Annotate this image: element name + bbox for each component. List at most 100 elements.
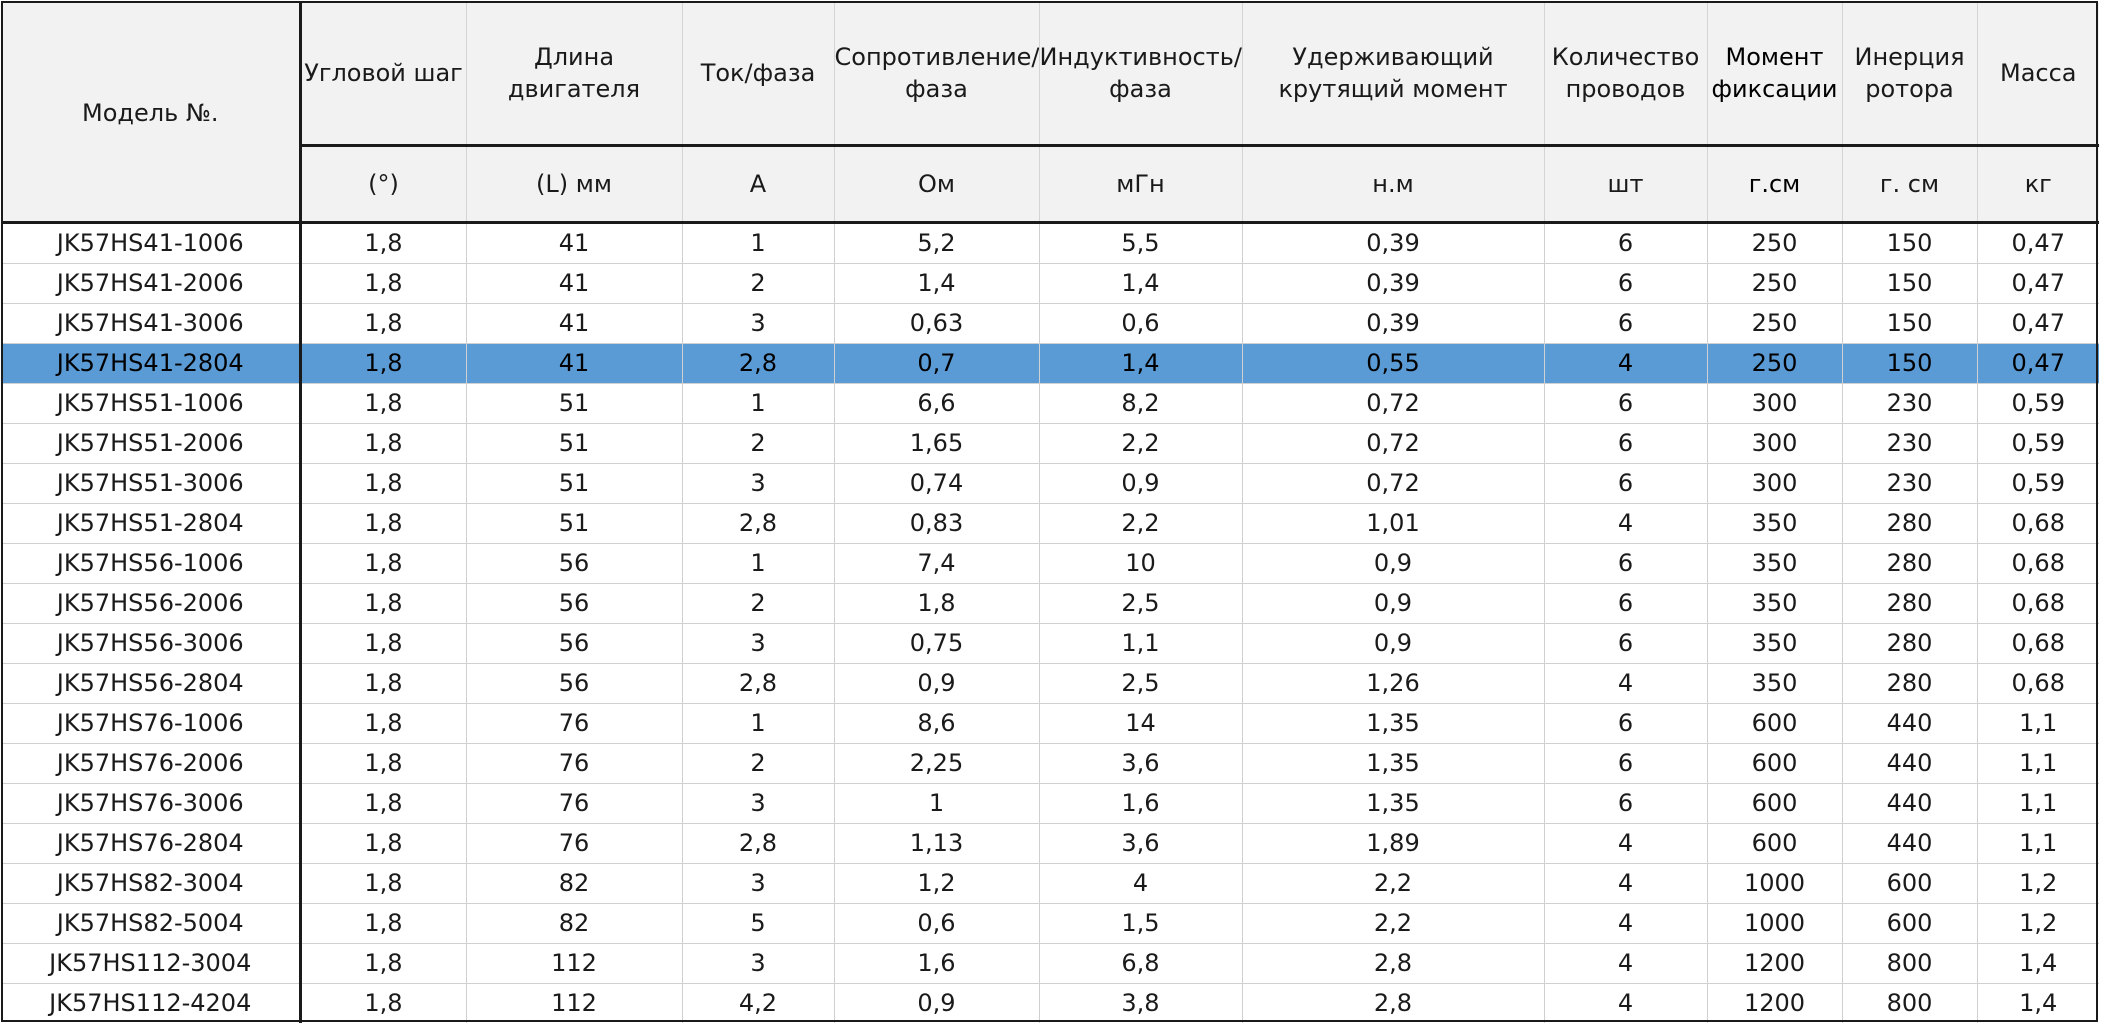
cell-resistance: 1,2 [834,863,1040,904]
cell-mass: 0,59 [1977,463,2099,504]
table-row: JK57HS82-3004 1,8 82 3 1,2 4 2,2 4 1000 600 1,2 [2,863,2099,904]
cell-detent-torque: 250 [1707,303,1843,344]
cell-model: JK57HS41-3006 [2,303,302,344]
cell-rotor-inertia: 280 [1842,503,1978,544]
cell-step-angle: 1,8 [300,503,467,544]
cell-current: 3 [682,863,835,904]
cell-current: 1 [682,703,835,744]
cell-detent-torque: 1000 [1707,863,1843,904]
cell-model: JK57HS112-4204 [2,983,302,1023]
cell-model: JK57HS56-1006 [2,543,302,584]
column-header-resistance: Сопротивление/ фаза [834,2,1040,147]
cell-resistance: 0,83 [834,503,1040,544]
cell-detent-torque: 300 [1707,463,1843,504]
table-body: JK57HS41-1006 1,8 41 1 5,2 5,5 0,39 6 250 150 0,47… [2,222,2099,1023]
cell-detent-torque: 1200 [1707,943,1843,984]
cell-step-angle: 1,8 [300,663,467,704]
cell-model: JK57HS56-2804 [2,663,302,704]
cell-mass: 1,1 [1977,743,2099,784]
cell-motor-length: 51 [466,503,683,544]
column-header-model: Модель №. [2,2,302,224]
cell-holding-torque: 1,35 [1242,743,1545,784]
cell-model: JK57HS82-5004 [2,903,302,944]
cell-resistance: 0,9 [834,663,1040,704]
cell-inductance: 2,2 [1039,423,1243,464]
cell-motor-length: 112 [466,943,683,984]
cell-step-angle: 1,8 [300,543,467,584]
cell-step-angle: 1,8 [300,263,467,304]
cell-inductance: 3,6 [1039,823,1243,864]
cell-mass: 1,4 [2019,989,2058,1017]
cell-current: 1 [682,222,835,264]
cell-rotor-inertia: 440 [1842,783,1978,824]
table-row-selected: JK57HS41-2804 1,8 41 2,8 0,7 1,4 0,55 4 250 150 0,… [2,343,2099,384]
cell-step-angle: 1,8 [300,903,467,944]
cell-resistance: 0,74 [834,463,1040,504]
cell-step-angle: 1,8 [300,343,467,384]
cell-rotor-inertia: 600 [1842,863,1978,904]
cell-model: JK57HS51-2804 [2,503,302,544]
cell-model: JK57HS76-2006 [2,743,302,784]
cell-resistance: 0,6 [834,903,1040,944]
cell-detent-torque: 350 [1707,503,1843,544]
cell-step-angle: 1,8 [300,863,467,904]
cell-holding-torque: 0,39 [1242,303,1545,344]
cell-mass: 0,68 [1977,583,2099,624]
cell-model: JK57HS51-2006 [2,423,302,464]
cell-motor-length: 76 [466,823,683,864]
cell-mass: 1,4 [1977,943,2099,984]
unit-motor-length: (L) мм [466,145,683,224]
cell-step-angle: 1,8 [300,463,467,504]
cell-holding-torque: 0,9 [1242,543,1545,584]
cell-mass: 1,1 [1977,823,2099,864]
cell-detent-torque: 300 [1707,423,1843,464]
cell-motor-length: 56 [466,623,683,664]
cell-mass: 1,1 [1977,783,2099,824]
cell-holding-torque: 1,35 [1242,783,1545,824]
cell-detent-torque: 600 [1707,703,1843,744]
cell-motor-length: 112 [466,983,683,1023]
cell-current: 5 [682,903,835,944]
table-row: JK57HS82-5004 1,8 82 5 0,6 1,5 2,2 4 1000 600 1,2 [2,903,2099,944]
cell-current: 2 [682,263,835,304]
table-row: JK57HS56-2804 1,8 56 2,8 0,9 2,5 1,26 4 350 280 0,… [2,663,2099,704]
cell-inductance: 14 [1039,703,1243,744]
cell-step-angle: 1,8 [300,743,467,784]
cell-rotor-inertia: 230 [1842,423,1978,464]
cell-holding-torque: 2,2 [1242,863,1545,904]
cell-detent-torque: 300 [1707,383,1843,424]
cell-motor-length: 56 [466,543,683,584]
cell-resistance: 0,7 [834,343,1040,384]
cell-lead-count: 6 [1544,303,1708,344]
cell-motor-length: 56 [466,663,683,704]
cell-inductance: 1,4 [1039,343,1243,384]
cell-inductance: 2,5 [1039,663,1243,704]
cell-inductance: 1,5 [1039,903,1243,944]
cell-mass: 0,68 [1977,663,2099,704]
cell-model: JK57HS82-3004 [2,863,302,904]
cell-mass: 0,68 [1977,623,2099,664]
cell-step-angle: 1,8 [300,222,467,264]
cell-lead-count: 6 [1544,543,1708,584]
cell-rotor-inertia: 230 [1842,463,1978,504]
cell-inductance: 3,6 [1039,743,1243,784]
cell-current: 2 [682,423,835,464]
cell-inductance: 10 [1039,543,1243,584]
table-row: JK57HS51-3006 1,8 51 3 0,74 0,9 0,72 6 300 230 0,5… [2,463,2099,504]
column-header-lead-count: Количество проводов [1544,2,1708,147]
unit-step-angle: (°) [300,145,467,224]
cell-detent-torque: 600 [1707,743,1843,784]
column-header-detent-torque: Момент фиксации [1707,2,1843,147]
cell-resistance: 7,4 [834,543,1040,584]
cell-mass: 1,2 [1977,903,2099,944]
cell-holding-torque: 2,8 [1242,943,1545,984]
cell-step-angle: 1,8 [300,623,467,664]
cell-rotor-inertia: 150 [1842,303,1978,344]
column-header-rotor-inertia: Инерция ротора [1842,2,1978,147]
cell-resistance: 1,65 [834,423,1040,464]
cell-step-angle: 1,8 [300,943,467,984]
cell-model: JK57HS76-3006 [2,783,302,824]
cell-rotor-inertia: 280 [1842,663,1978,704]
cell-motor-length: 41 [466,222,683,264]
